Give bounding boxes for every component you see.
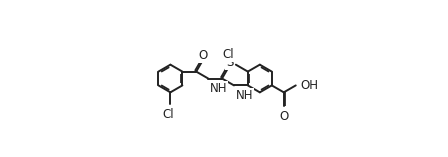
Text: Cl: Cl: [223, 48, 234, 61]
Text: OH: OH: [300, 79, 318, 92]
Text: O: O: [279, 110, 289, 123]
Text: S: S: [226, 56, 233, 69]
Text: NH: NH: [210, 82, 228, 95]
Text: O: O: [198, 49, 208, 62]
Text: NH: NH: [236, 89, 253, 102]
Text: Cl: Cl: [162, 108, 174, 121]
